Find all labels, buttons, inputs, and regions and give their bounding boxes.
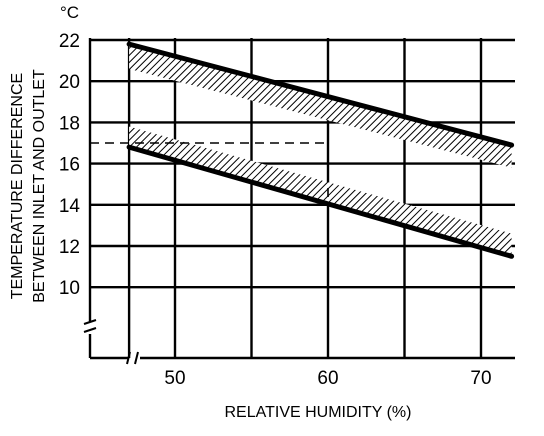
x-tick-label-70: 70 xyxy=(470,368,491,389)
hatched-bands xyxy=(129,44,512,257)
hatched-band-2 xyxy=(129,126,512,257)
x-axis-title: RELATIVE HUMIDITY (%) xyxy=(225,404,412,421)
y-tick-label-20: 20 xyxy=(59,72,80,93)
y-unit-label: °C xyxy=(60,3,79,22)
hatched-band-1 xyxy=(129,44,512,168)
reference-lines xyxy=(90,142,329,358)
tick-labels: 22 20 18 16 14 12 10 50 60 70 xyxy=(59,31,492,389)
series-line-1 xyxy=(126,41,515,148)
x-tick-label-50: 50 xyxy=(164,368,185,389)
y-tick-label-12: 12 xyxy=(59,237,80,258)
y-tick-label-14: 14 xyxy=(59,196,81,217)
y-axis-title-line1: TEMPERATURE DIFFERENCE xyxy=(9,73,26,299)
y-tick-label-18: 18 xyxy=(59,113,80,134)
grid xyxy=(90,38,515,358)
data-lines xyxy=(126,41,515,259)
y-tick-label-10: 10 xyxy=(59,278,80,299)
series-line-2 xyxy=(126,144,515,259)
x-tick-label-60: 60 xyxy=(317,368,338,389)
y-axis-break-mark xyxy=(83,319,97,333)
y-tick-label-16: 16 xyxy=(59,155,80,176)
x-axis-break-mark xyxy=(126,351,139,365)
y-axis-title-line2: BETWEEN INLET AND OUTLET xyxy=(31,69,48,303)
axes xyxy=(83,38,515,365)
y-tick-label-22: 22 xyxy=(59,31,80,52)
